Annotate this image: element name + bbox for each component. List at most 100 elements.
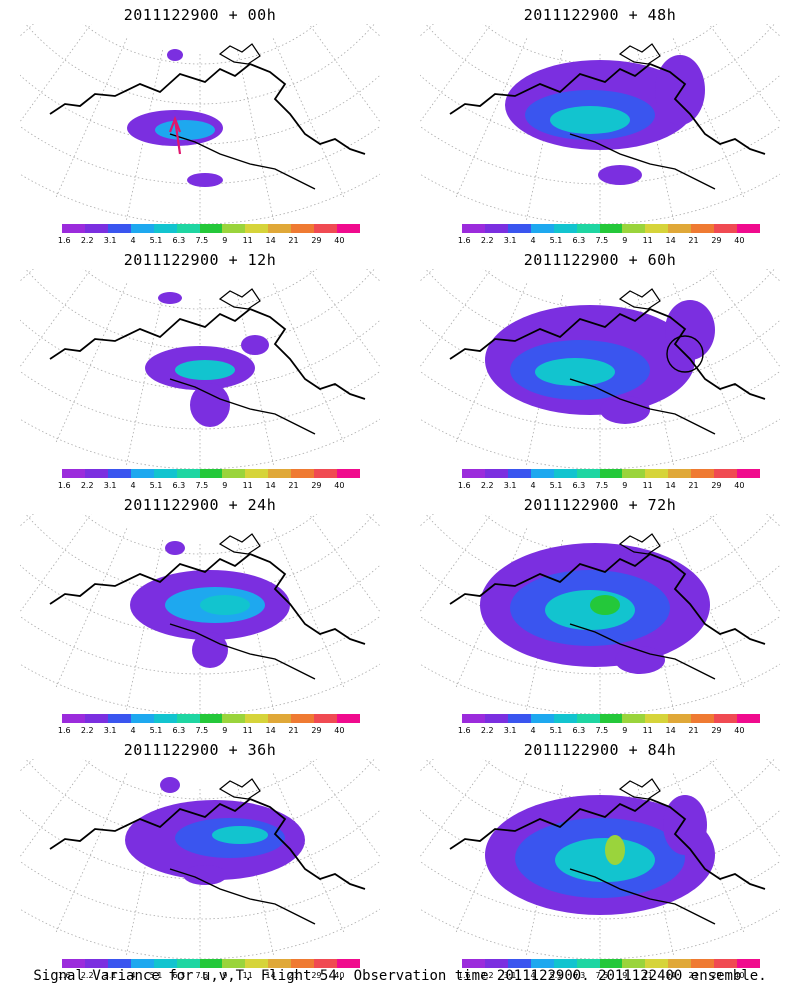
colorbar-swatch — [576, 469, 600, 478]
colorbar-tick-label: 1.6 — [57, 726, 71, 735]
signal-contour — [555, 838, 655, 882]
colorbar — [462, 714, 760, 723]
colorbar — [462, 959, 760, 968]
colorbar-swatch — [84, 469, 108, 478]
signal-contour — [165, 541, 185, 555]
colorbar-tick-label: 2.2 — [480, 971, 494, 980]
colorbar-swatch — [484, 469, 508, 478]
colorbar-swatch — [199, 469, 223, 478]
colorbar-swatch — [107, 714, 131, 723]
coastline — [618, 43, 661, 65]
colorbar-swatch — [462, 714, 485, 723]
colorbar-swatch — [737, 714, 760, 723]
signal-contour — [192, 632, 228, 668]
coastline — [569, 868, 716, 925]
colorbar-tick-label: 3.1 — [503, 726, 517, 735]
colorbar-tick-label: 14 — [265, 971, 276, 980]
colorbar-tick-label: 5.1 — [149, 971, 163, 980]
colorbar-swatch — [484, 714, 508, 723]
colorbar-tick-label: 40 — [734, 971, 745, 980]
colorbar-tick-label: 6.3 — [572, 481, 586, 490]
colorbar-swatch — [153, 959, 177, 968]
colorbar-tick-label: 21 — [688, 236, 699, 245]
colorbar-tick-label: 5.1 — [549, 971, 563, 980]
colorbar-tick-label: 14 — [265, 726, 276, 735]
panel-title: 2011122900 + 00h — [123, 6, 277, 24]
colorbar-swatch — [645, 714, 669, 723]
colorbar-swatch — [691, 959, 715, 968]
colorbar-tick-label: 1.6 — [57, 971, 71, 980]
colorbar-swatch — [622, 714, 646, 723]
colorbar-tick-label: 3.1 — [503, 481, 517, 490]
colorbar-tick-label: 7.5 — [595, 481, 609, 490]
colorbar-swatch — [130, 714, 154, 723]
colorbar-tick-label: 3.1 — [103, 236, 117, 245]
signal-contour — [545, 590, 635, 630]
signal-contour — [175, 360, 235, 380]
map-panel: 2011122900 + 12h 1.6 2.2 3.1 4 5.1 6.3 7.5 9 11 14… — [0, 245, 400, 495]
colorbar-swatch — [691, 714, 715, 723]
colorbar-tick-label: 14 — [665, 481, 676, 490]
colorbar-tick-label: 9 — [622, 971, 628, 980]
colorbar-tick-label: 11 — [642, 236, 653, 245]
colorbar-swatch — [714, 469, 738, 478]
coastline — [449, 797, 766, 890]
polar-map — [20, 269, 380, 469]
coastline — [569, 133, 716, 190]
colorbar-swatch — [622, 224, 646, 233]
coastline — [49, 797, 366, 890]
colorbar-swatch — [668, 469, 692, 478]
colorbar-tick-label: 9 — [622, 481, 628, 490]
coastline — [169, 868, 316, 925]
colorbar-tick-label: 40 — [734, 236, 745, 245]
coastline — [49, 552, 366, 645]
colorbar-swatch — [245, 469, 269, 478]
colorbar-tick-label: 4 — [130, 726, 136, 735]
colorbar-tick-label: 9 — [222, 481, 228, 490]
colorbar-swatch — [462, 469, 485, 478]
coastline — [618, 533, 661, 555]
colorbar-swatch — [291, 224, 315, 233]
signal-contour — [590, 595, 620, 615]
colorbar-swatch — [599, 469, 623, 478]
figure-caption: Signal Variance for u,v,T. Flight 54. Ob… — [33, 968, 767, 984]
colorbar-tick-label: 3.1 — [103, 726, 117, 735]
colorbar-tick-label: 7.5 — [195, 236, 209, 245]
colorbar-swatch — [645, 224, 669, 233]
colorbar-swatch — [130, 469, 154, 478]
colorbar-tick-label: 5.1 — [149, 481, 163, 490]
colorbar-swatch — [507, 224, 531, 233]
colorbar-swatch — [599, 959, 623, 968]
panel-title: 2011122900 + 60h — [523, 251, 677, 269]
colorbar-tick-label: 29 — [711, 726, 722, 735]
colorbar-swatch — [291, 469, 315, 478]
map-panel: 2011122900 + 24h 1.6 2.2 3.1 4 5.1 6.3 7.5 9 11 14… — [0, 490, 400, 740]
colorbar-tick-label: 1.6 — [457, 726, 471, 735]
colorbar-tick-label: 11 — [242, 481, 253, 490]
colorbar-swatch — [484, 959, 508, 968]
colorbar-tick-label: 1.6 — [457, 971, 471, 980]
colorbar-tick-label: 6.3 — [172, 236, 186, 245]
colorbar-swatch — [507, 714, 531, 723]
colorbar-swatch — [176, 469, 200, 478]
colorbar-swatch — [222, 714, 246, 723]
colorbar-swatch — [314, 224, 338, 233]
panel-title: 2011122900 + 36h — [123, 741, 277, 759]
colorbar-swatch — [222, 469, 246, 478]
colorbar-tick-label: 40 — [734, 481, 745, 490]
colorbar-tick-label: 11 — [242, 726, 253, 735]
colorbar-tick-label: 5.1 — [549, 481, 563, 490]
colorbar-tick-label: 7.5 — [595, 971, 609, 980]
signal-contour — [183, 865, 227, 885]
colorbar-tick-label: 21 — [288, 971, 299, 980]
colorbar-swatch — [176, 224, 200, 233]
colorbar-tick-label: 2.2 — [80, 971, 94, 980]
colorbar-swatch — [62, 224, 85, 233]
colorbar-swatch — [737, 959, 760, 968]
colorbar-tick-label: 9 — [222, 726, 228, 735]
coastline — [569, 623, 716, 680]
colorbar-tick-label: 3.1 — [503, 236, 517, 245]
signal-contour — [535, 358, 615, 386]
colorbar-tick-label: 4 — [130, 971, 136, 980]
colorbar-tick-label: 2.2 — [80, 481, 94, 490]
